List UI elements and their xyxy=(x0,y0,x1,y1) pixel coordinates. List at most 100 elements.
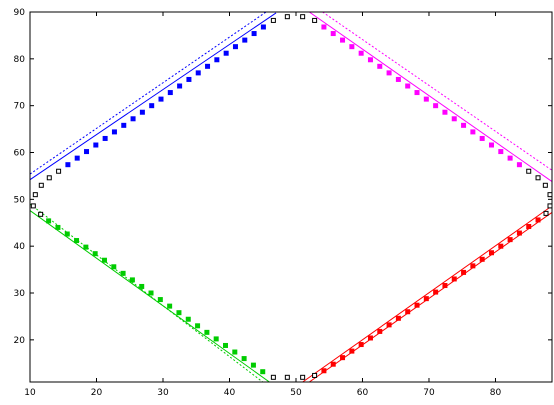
data-point-0-108 xyxy=(312,372,318,378)
data-point-0-43 xyxy=(84,149,90,155)
data-point-0-75 xyxy=(111,264,117,270)
y-tick-label: 40 xyxy=(14,242,26,252)
data-point-0-2 xyxy=(312,17,318,23)
data-point-0-63 xyxy=(55,224,61,230)
data-point-0-98 xyxy=(358,342,364,348)
data-point-0-68 xyxy=(498,243,504,249)
data-point-0-82 xyxy=(433,289,439,295)
data-point-0-50 xyxy=(535,175,541,181)
data-point-0-106 xyxy=(321,368,327,374)
data-point-0-9 xyxy=(242,37,248,43)
data-point-0-65 xyxy=(64,231,70,237)
data-point-0-109 xyxy=(270,374,276,380)
x-tick-label: 80 xyxy=(490,388,502,398)
data-point-0-54 xyxy=(547,192,553,198)
data-point-0-105 xyxy=(250,362,256,368)
data-point-0-10 xyxy=(349,44,355,50)
data-point-0-27 xyxy=(158,96,164,102)
data-point-0-90 xyxy=(395,315,401,321)
data-point-0-86 xyxy=(414,302,420,308)
fit-lines xyxy=(29,11,553,383)
data-point-0-55 xyxy=(32,192,38,198)
data-point-0-83 xyxy=(148,290,154,296)
data-point-0-59 xyxy=(38,211,44,217)
data-point-0-46 xyxy=(516,162,522,168)
data-point-0-62 xyxy=(526,224,532,230)
x-tick-label: 10 xyxy=(24,388,36,398)
data-point-0-53 xyxy=(38,182,44,188)
data-point-0-58 xyxy=(543,210,549,216)
data-point-0-103 xyxy=(241,356,247,362)
data-point-0-107 xyxy=(260,369,266,375)
data-point-0-20 xyxy=(395,76,401,82)
data-point-0-11 xyxy=(232,44,238,50)
data-point-0-41 xyxy=(93,142,99,148)
data-point-0-13 xyxy=(223,50,229,56)
data-point-0-88 xyxy=(405,309,411,315)
fit-line-7 xyxy=(302,205,553,383)
data-point-0-80 xyxy=(442,283,448,289)
data-point-0-78 xyxy=(451,276,457,282)
data-point-0-34 xyxy=(461,122,467,128)
data-point-0-15 xyxy=(214,57,220,63)
y-tick-label: 20 xyxy=(14,336,26,346)
data-point-0-16 xyxy=(377,63,383,69)
x-tick-label: 40 xyxy=(224,388,236,398)
data-point-0-29 xyxy=(149,103,155,109)
fit-line-0 xyxy=(29,12,277,181)
fit-line-3 xyxy=(322,11,553,171)
data-point-0-56 xyxy=(547,203,553,209)
fit-line-5 xyxy=(29,203,264,383)
data-point-0-47 xyxy=(65,162,71,168)
data-point-0-0 xyxy=(300,14,306,20)
data-point-0-31 xyxy=(139,109,145,115)
data-point-0-57 xyxy=(30,203,36,209)
y-tick-label: 90 xyxy=(14,8,26,18)
data-point-0-79 xyxy=(129,277,135,283)
data-point-0-22 xyxy=(405,83,411,89)
fit-line-4 xyxy=(29,210,270,383)
plot-frame xyxy=(29,11,553,383)
data-point-0-102 xyxy=(340,355,346,361)
data-point-0-40 xyxy=(488,142,494,148)
data-point-0-104 xyxy=(330,361,336,367)
data-point-0-77 xyxy=(120,270,126,276)
data-point-0-37 xyxy=(111,129,117,135)
data-point-0-94 xyxy=(377,328,383,334)
data-point-0-19 xyxy=(195,70,201,76)
data-point-0-44 xyxy=(507,155,513,161)
data-point-0-72 xyxy=(479,256,485,262)
data-point-0-52 xyxy=(542,182,548,188)
x-tick-label: 20 xyxy=(91,388,103,398)
data-point-0-33 xyxy=(130,116,136,122)
data-point-0-48 xyxy=(526,168,532,174)
data-point-0-6 xyxy=(330,31,336,37)
y-tick-label: 50 xyxy=(14,195,26,205)
data-point-0-28 xyxy=(433,103,439,109)
data-point-0-21 xyxy=(186,76,192,82)
fit-line-2 xyxy=(309,11,553,182)
data-point-0-7 xyxy=(251,31,257,37)
fit-line-1 xyxy=(29,11,267,175)
data-point-0-23 xyxy=(177,83,183,89)
y-tick-label: 30 xyxy=(14,289,26,299)
data-point-0-96 xyxy=(367,335,373,341)
data-point-0-39 xyxy=(102,135,108,141)
data-point-0-1 xyxy=(284,14,290,20)
y-tick-label: 70 xyxy=(14,102,26,112)
data-point-0-61 xyxy=(46,218,52,224)
data-point-0-84 xyxy=(423,296,429,302)
data-point-0-36 xyxy=(470,129,476,135)
data-point-0-111 xyxy=(284,374,290,380)
y-tick-label: 80 xyxy=(14,55,26,65)
data-points xyxy=(30,14,553,380)
data-point-0-89 xyxy=(176,310,182,316)
data-point-0-18 xyxy=(386,70,392,76)
data-point-0-110 xyxy=(300,374,306,380)
data-point-0-93 xyxy=(195,323,201,329)
data-point-0-26 xyxy=(423,96,429,102)
data-point-0-99 xyxy=(223,342,229,348)
data-point-0-100 xyxy=(349,348,355,354)
data-point-0-92 xyxy=(386,322,392,328)
